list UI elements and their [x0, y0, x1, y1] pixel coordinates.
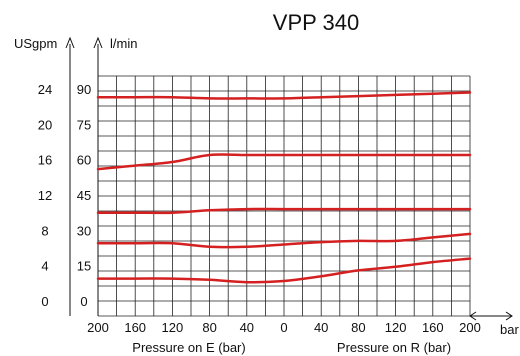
x-tick-label: 120	[385, 320, 407, 335]
x-tick-label: 80	[202, 320, 216, 335]
x-tick-label: 80	[351, 320, 365, 335]
series-line	[96, 207, 472, 215]
x-axis-title-e: Pressure on E (bar)	[132, 340, 245, 355]
usgpm-tick-label: 16	[38, 153, 52, 168]
usgpm-tick-label: 4	[41, 259, 48, 274]
x-axis-arrow-left	[469, 311, 477, 321]
chart-title: VPP 340	[273, 10, 359, 35]
series-line	[96, 257, 472, 284]
lmin-tick-label: 15	[77, 259, 91, 274]
y-axis-lmin-arrow	[93, 36, 103, 49]
x-tick-label: 120	[162, 320, 184, 335]
series-line	[96, 153, 472, 171]
x-tick-label: 200	[459, 320, 481, 335]
x-tick-label: 200	[87, 320, 109, 335]
series-line	[96, 91, 472, 100]
y-axis-usgpm-arrow	[65, 36, 75, 49]
chart-series	[96, 91, 472, 284]
lmin-tick-label: 45	[77, 188, 91, 203]
x-tick-label: 40	[240, 320, 254, 335]
x-tick-label: 0	[280, 320, 287, 335]
chart-grid	[97, 75, 471, 317]
usgpm-tick-label: 20	[38, 117, 52, 132]
x-axis-unit: bar	[500, 322, 519, 337]
chart-axes	[65, 36, 513, 321]
x-tick-label: 160	[422, 320, 444, 335]
usgpm-tick-label: 12	[38, 188, 52, 203]
usgpm-tick-label: 0	[41, 294, 48, 309]
lmin-tick-label: 0	[80, 294, 87, 309]
x-tick-label: 160	[124, 320, 146, 335]
y-axis-label-lmin: l/min	[110, 36, 137, 51]
usgpm-tick-label: 24	[38, 82, 52, 97]
y-axis-label-usgpm: USgpm	[14, 36, 57, 51]
lmin-tick-label: 75	[77, 117, 91, 132]
x-axis-arrow-right	[505, 311, 513, 321]
lmin-tick-label: 30	[77, 223, 91, 238]
series-line	[96, 232, 472, 249]
lmin-tick-label: 90	[77, 82, 91, 97]
lmin-tick-label: 60	[77, 153, 91, 168]
usgpm-tick-label: 8	[41, 223, 48, 238]
x-tick-label: 40	[314, 320, 328, 335]
x-axis-title-r: Pressure on R (bar)	[337, 340, 451, 355]
